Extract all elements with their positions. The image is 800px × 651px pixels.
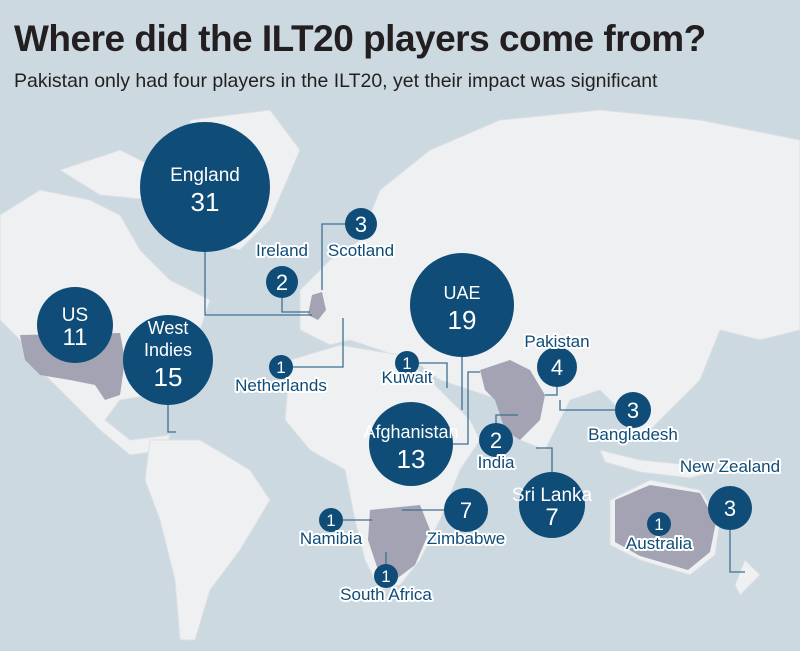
country-label: Scotland	[328, 241, 394, 260]
player-count: 1	[402, 354, 411, 373]
marker-scotland: 3 Scotland	[326, 208, 396, 262]
marker-pakistan: 4 Pakistan	[522, 330, 592, 387]
country-label: West	[148, 318, 189, 338]
page-title: Where did the ILT20 players come from?	[14, 18, 706, 59]
marker-ireland: 2 Ireland	[254, 239, 310, 298]
player-count: 3	[627, 398, 639, 423]
country-label: Sri Lanka	[512, 485, 593, 506]
player-count: 11	[63, 324, 88, 351]
eurasia	[299, 109, 800, 451]
player-count: 3	[724, 496, 736, 521]
pakistan-afghanistan-india-shape	[480, 360, 545, 440]
country-label: UAE	[443, 283, 480, 303]
marker-bangladesh: 3 Bangladesh	[586, 392, 680, 446]
bubble-scotland	[345, 208, 377, 240]
country-label: Namibia	[300, 529, 363, 548]
bubble-us	[37, 287, 113, 363]
country-label: India	[478, 453, 515, 472]
bubble-west-indies	[123, 315, 213, 405]
player-count: 2	[276, 270, 288, 295]
player-count: 19	[448, 305, 477, 335]
country-label: Ireland	[256, 241, 308, 260]
country-label: US	[62, 305, 88, 326]
country-label: South Africa	[340, 585, 432, 604]
bubble-afghanistan	[369, 402, 453, 486]
bubble-new-zealand	[708, 486, 752, 530]
bubble-kuwait	[395, 351, 419, 375]
country-label: Pakistan	[524, 332, 589, 351]
bubble-england	[140, 122, 270, 252]
marker-zimbabwe: 7 Zimbabwe	[425, 488, 507, 550]
bubble-india	[479, 423, 513, 457]
bubble-namibia	[319, 508, 343, 532]
player-count: 7	[545, 504, 558, 531]
country-label: Afghanistan	[363, 422, 458, 442]
bubble-netherlands	[269, 355, 293, 379]
page-subtitle: Pakistan only had four players in the IL…	[14, 70, 658, 92]
country-label: Zimbabwe	[427, 529, 505, 548]
player-count: 1	[326, 511, 335, 530]
bubble-pakistan	[537, 347, 577, 387]
player-count: 4	[551, 355, 563, 380]
player-count: 31	[191, 187, 220, 217]
player-count: 1	[381, 567, 390, 586]
south-america	[144, 439, 271, 641]
indonesia	[599, 449, 721, 479]
bubble-zimbabwe	[444, 488, 488, 532]
bubble-bangladesh	[615, 392, 651, 428]
country-label: Netherlands	[235, 376, 327, 395]
country-label: Australia	[626, 534, 693, 553]
player-count: 1	[276, 358, 285, 377]
uk-shape	[308, 292, 326, 320]
country-label: Bangladesh	[588, 425, 678, 444]
leader-lines	[167, 223, 745, 573]
country-label: New Zealand	[680, 457, 780, 476]
bubble-sri-lanka	[519, 472, 585, 538]
bubble-australia	[647, 512, 671, 536]
country-label: Kuwait	[381, 368, 432, 387]
player-count: 2	[490, 428, 502, 453]
bubble-uae	[410, 253, 514, 357]
country-label: England	[170, 165, 240, 186]
player-count: 3	[355, 212, 367, 237]
player-count: 7	[460, 498, 472, 523]
player-count: 13	[397, 444, 426, 474]
bubble-south-africa	[374, 564, 398, 588]
new-zealand	[734, 559, 761, 596]
country-label: Indies	[144, 340, 192, 360]
bubble-ireland	[266, 266, 298, 298]
player-count: 15	[154, 362, 183, 392]
player-count: 1	[654, 515, 663, 534]
marker-new-zealand: 3 New Zealand	[678, 455, 782, 530]
southern-africa-shape	[368, 505, 430, 580]
